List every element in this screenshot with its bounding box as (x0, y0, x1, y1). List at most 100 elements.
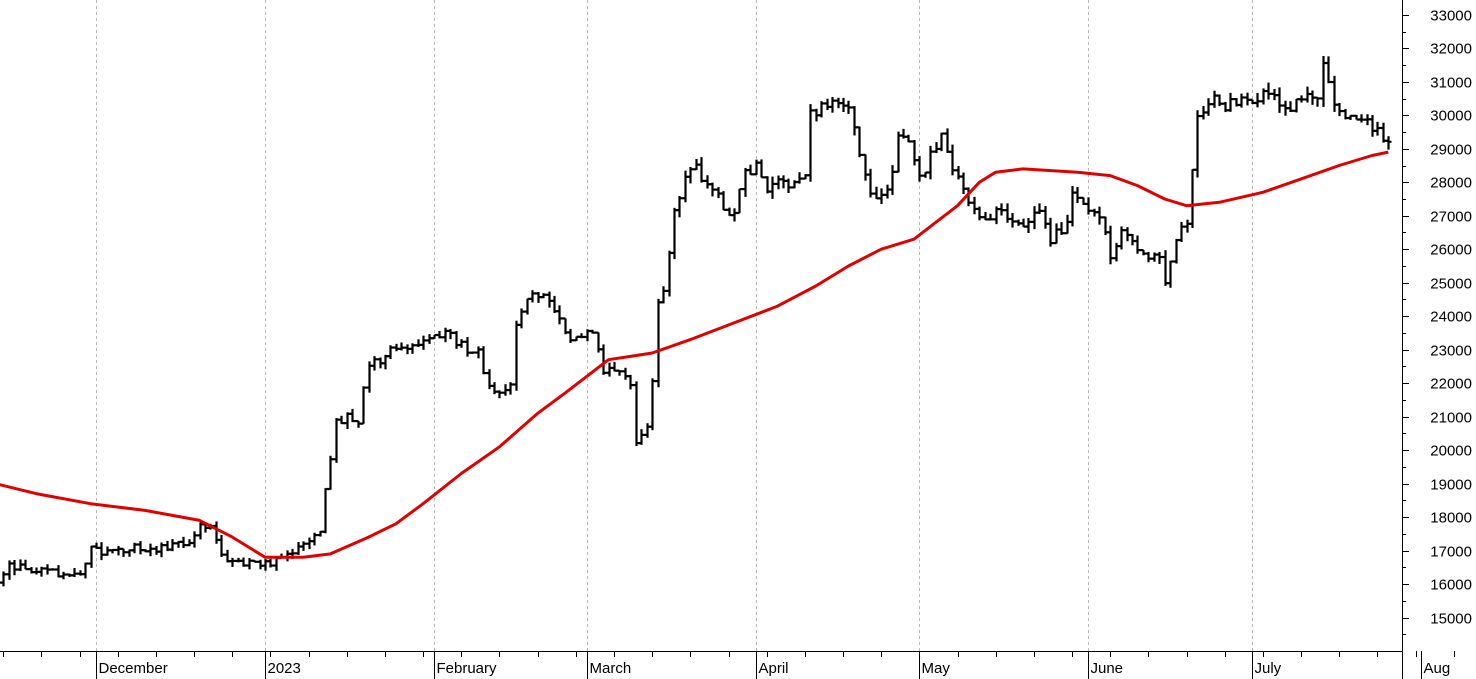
ohlc-bar (606, 362, 613, 377)
ohlc-bar (529, 290, 536, 303)
ohlc-bar (387, 345, 394, 360)
ohlc-bar (927, 145, 934, 180)
ohlc-bar (916, 156, 923, 182)
ohlc-bar (682, 170, 689, 203)
ohlc-bar (131, 542, 138, 554)
ohlc-bar (976, 206, 983, 221)
month-label-3: February (437, 660, 498, 677)
ohlc-bar (480, 346, 487, 375)
ohlc-bar (998, 203, 1005, 216)
ohlc-bar (829, 96, 836, 113)
ohlc-bar (731, 208, 738, 222)
ohlc-bar (660, 286, 667, 304)
ohlc-bar (845, 100, 852, 114)
ohlc-bar (987, 213, 994, 221)
ohlc-bar (1265, 82, 1272, 100)
ohlc-bar (704, 175, 711, 189)
month-label-4: March (590, 660, 632, 677)
ohlc-bar (1009, 213, 1016, 228)
month-label-5: April (759, 660, 789, 677)
vertical-gridlines (96, 0, 1253, 651)
y-tick-label-20000: 20000 (1430, 443, 1472, 460)
ohlc-bar (120, 547, 127, 557)
ohlc-bar (191, 531, 198, 548)
ohlc-bar (447, 329, 454, 340)
ohlc-bar (1184, 219, 1191, 233)
ohlc-bar (911, 139, 918, 166)
ohlc-bar (1238, 93, 1245, 108)
ohlc-bar (338, 415, 345, 425)
ohlc-bar (1211, 90, 1218, 108)
ohlc-bar (960, 172, 967, 195)
ohlc-bar (327, 455, 334, 491)
ohlc-bar (1254, 93, 1261, 108)
y-tick-label-19000: 19000 (1430, 477, 1472, 494)
ohlc-bar (1173, 238, 1180, 264)
ohlc-bar (349, 408, 356, 423)
moving-average-layer (0, 150, 1389, 559)
y-tick-label-28000: 28000 (1430, 175, 1472, 192)
ohlc-bar (878, 188, 885, 204)
ohlc-bar (333, 418, 340, 463)
ohlc-bar (398, 342, 405, 351)
ohlc-bar (1145, 251, 1152, 263)
ohlc-bar (1031, 206, 1038, 230)
ohlc-bar (1074, 187, 1081, 204)
ohlc-bar (88, 545, 95, 568)
ohlc-bar (11, 560, 18, 576)
ohlc-bar (1167, 260, 1174, 288)
ohlc-bar (158, 542, 165, 558)
ohlc-bar (818, 101, 825, 118)
ohlc-bar (1380, 122, 1387, 143)
ohlc-bar (1085, 197, 1092, 215)
ohlc-bar (360, 386, 367, 425)
ohlc-bar (709, 182, 716, 197)
ohlc-bar (1216, 94, 1223, 107)
ohlc-bar (180, 536, 187, 549)
ohlc-bar (1314, 96, 1321, 107)
y-tick-label-31000: 31000 (1430, 75, 1472, 92)
ohlc-bar (1385, 136, 1392, 150)
ohlc-bar (1134, 235, 1141, 254)
ohlc-bar (513, 320, 520, 391)
ohlc-bar (98, 542, 105, 561)
y-tick-label-27000: 27000 (1430, 209, 1472, 226)
ohlc-bar (627, 374, 634, 390)
ohlc-bar (633, 381, 640, 447)
ohlc-bar (1374, 121, 1381, 136)
ohlc-bar (38, 566, 45, 577)
ohlc-bar (1331, 75, 1338, 112)
ohlc-bar (1194, 110, 1201, 178)
ohlc-bar (507, 382, 514, 395)
ohlc-bar (1047, 217, 1054, 247)
ohlc-bar (1276, 87, 1283, 113)
ohlc-bar (518, 308, 525, 329)
ohlc-bar (649, 378, 656, 431)
ohlc-bar (1293, 98, 1300, 113)
ohlc-bar (1358, 114, 1365, 123)
ohlc-bar (1369, 115, 1376, 137)
ohlc-bar (1129, 233, 1136, 246)
y-tick-label-25000: 25000 (1430, 276, 1472, 293)
ohlc-bar (873, 186, 880, 200)
price-bars (0, 56, 1392, 587)
ohlc-bar (371, 356, 378, 371)
ohlc-bar (458, 339, 465, 348)
ohlc-bar (524, 297, 531, 315)
moving-average-line (0, 150, 1389, 559)
ohlc-bar (409, 343, 416, 354)
ohlc-bar (889, 165, 896, 195)
ohlc-bar (1162, 250, 1169, 286)
ohlc-bar (644, 423, 651, 438)
y-tick-label-15000: 15000 (1430, 611, 1472, 628)
ohlc-bar (147, 543, 154, 557)
ohlc-bar (1107, 225, 1114, 265)
y-tick-label-21000: 21000 (1430, 410, 1472, 427)
axes (0, 0, 1403, 679)
ohlc-bar (300, 541, 307, 551)
ohlc-bar (736, 188, 743, 215)
ohlc-bar (115, 545, 122, 556)
y-tick-label-23000: 23000 (1430, 343, 1472, 360)
ohlc-bar (453, 331, 460, 349)
